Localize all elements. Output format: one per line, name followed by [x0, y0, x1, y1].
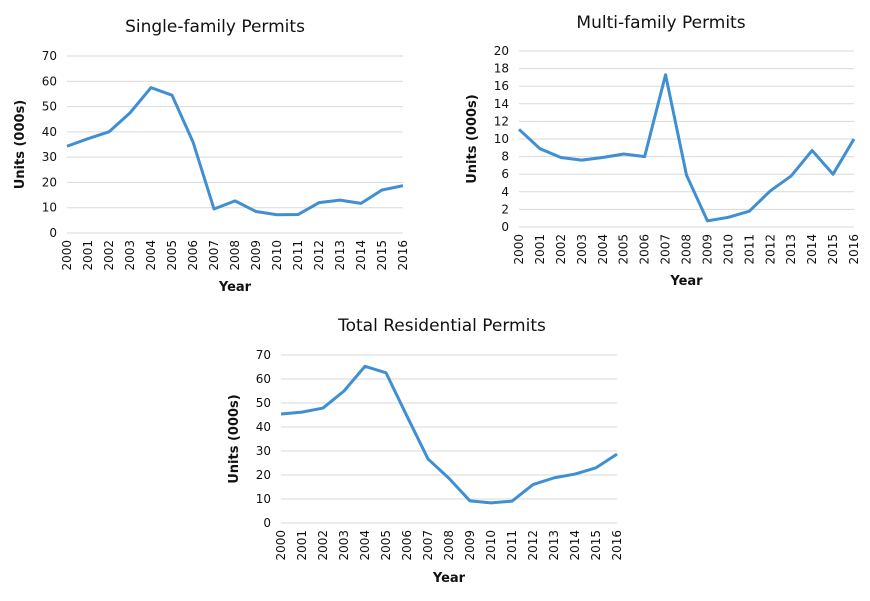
x-tick-label: 2007	[659, 234, 673, 265]
x-tick-label: 2007	[207, 240, 221, 271]
x-tick-label: 2002	[102, 240, 116, 271]
y-tick-label: 20	[42, 175, 57, 189]
chart-title: Multi-family Permits	[576, 13, 745, 33]
y-tick-label: 20	[494, 44, 509, 58]
x-tick-label: 2011	[291, 240, 305, 271]
y-tick-label: 60	[256, 372, 271, 386]
x-tick-label: 2005	[165, 240, 179, 271]
x-tick-label: 2010	[484, 530, 498, 561]
x-tick-label: 2002	[554, 234, 568, 265]
x-tick-label: 2016	[610, 530, 624, 561]
x-tick-label: 2011	[505, 530, 519, 561]
x-tick-label: 2003	[575, 234, 589, 265]
y-tick-label: 70	[42, 49, 57, 63]
x-tick-label: 2006	[186, 240, 200, 271]
x-tick-label: 2010	[270, 240, 284, 271]
x-tick-label: 2015	[826, 234, 840, 265]
x-tick-label: 2016	[396, 240, 410, 271]
x-tick-label: 2000	[512, 234, 526, 265]
chart-title: Single-family Permits	[125, 17, 305, 37]
x-axis-label: Year	[432, 571, 466, 586]
x-tick-label: 2014	[354, 240, 368, 271]
y-tick-label: 20	[256, 468, 271, 482]
y-tick-label: 10	[42, 201, 57, 215]
y-tick-label: 70	[256, 348, 271, 362]
x-tick-label: 2000	[274, 530, 288, 561]
chart-title: Total Residential Permits	[337, 316, 546, 336]
y-tick-label: 0	[49, 226, 57, 240]
chart-2: Multi-family Permits 0 2 4 6 8 10 12 14 16 18 20 200…	[465, 13, 861, 289]
y-tick-label: 60	[42, 74, 57, 88]
series-line	[280, 364, 618, 505]
x-axis-label: Year	[218, 280, 252, 295]
x-tick-label: 2008	[228, 240, 242, 271]
x-tick-label: 2004	[144, 240, 158, 271]
x-tick-label: 2014	[568, 530, 582, 561]
x-tick-label: 2000	[60, 240, 74, 271]
y-tick-label: 30	[42, 150, 57, 164]
y-tick-label: 4	[501, 185, 509, 199]
x-tick-label: 2012	[763, 234, 777, 265]
x-tick-label: 2007	[421, 530, 435, 561]
x-tick-label: 2016	[847, 234, 861, 265]
y-tick-label: 50	[42, 100, 57, 114]
x-tick-label: 2010	[721, 234, 735, 265]
x-tick-label: 2002	[316, 530, 330, 561]
x-tick-label: 2004	[358, 530, 372, 561]
x-tick-label: 2013	[784, 234, 798, 265]
x-tick-label: 2008	[680, 234, 694, 265]
y-tick-label: 2	[501, 202, 509, 216]
y-axis-label: Units (000s)	[227, 394, 242, 484]
y-tick-label: 50	[256, 396, 271, 410]
y-tick-label: 40	[256, 420, 271, 434]
x-tick-label: 2013	[333, 240, 347, 271]
y-tick-label: 8	[501, 150, 509, 164]
x-tick-label: 2009	[700, 234, 714, 265]
x-tick-label: 2013	[547, 530, 561, 561]
x-tick-label: 2006	[400, 530, 414, 561]
x-tick-label: 2004	[596, 234, 610, 265]
x-tick-label: 2003	[337, 530, 351, 561]
y-axis-label: Units (000s)	[13, 100, 28, 190]
y-tick-label: 40	[42, 125, 57, 139]
x-tick-label: 2001	[533, 234, 547, 265]
x-tick-label: 2011	[742, 234, 756, 265]
y-tick-label: 30	[256, 444, 271, 458]
x-tick-label: 2012	[526, 530, 540, 561]
x-tick-label: 2009	[249, 240, 263, 271]
series-line	[517, 73, 856, 223]
y-axis-label: Units (000s)	[465, 94, 480, 184]
x-tick-label: 2003	[123, 240, 137, 271]
x-tick-label: 2005	[379, 530, 393, 561]
x-tick-label: 2014	[805, 234, 819, 265]
x-axis-label: Year	[669, 274, 703, 289]
y-tick-label: 10	[494, 132, 509, 146]
chart-1: Single-family Permits 0 10 20 30 40 50 60 70 2000…	[13, 17, 410, 295]
y-tick-label: 12	[494, 114, 509, 128]
y-tick-label: 10	[256, 492, 271, 506]
y-tick-label: 16	[494, 79, 509, 93]
x-tick-label: 2012	[312, 240, 326, 271]
y-tick-label: 0	[501, 220, 509, 234]
y-tick-label: 14	[494, 97, 509, 111]
y-tick-label: 0	[263, 516, 271, 530]
x-tick-label: 2001	[295, 530, 309, 561]
y-tick-label: 18	[494, 62, 509, 76]
x-tick-label: 2006	[638, 234, 652, 265]
x-tick-label: 2015	[375, 240, 389, 271]
x-tick-label: 2015	[589, 530, 603, 561]
x-tick-label: 2009	[463, 530, 477, 561]
chart-3: Total Residential Permits 0 10 20 30 40 50 60 70…	[227, 316, 624, 586]
y-tick-label: 6	[501, 167, 509, 181]
x-tick-label: 2005	[617, 234, 631, 265]
x-tick-label: 2001	[81, 240, 95, 271]
x-tick-label: 2008	[442, 530, 456, 561]
